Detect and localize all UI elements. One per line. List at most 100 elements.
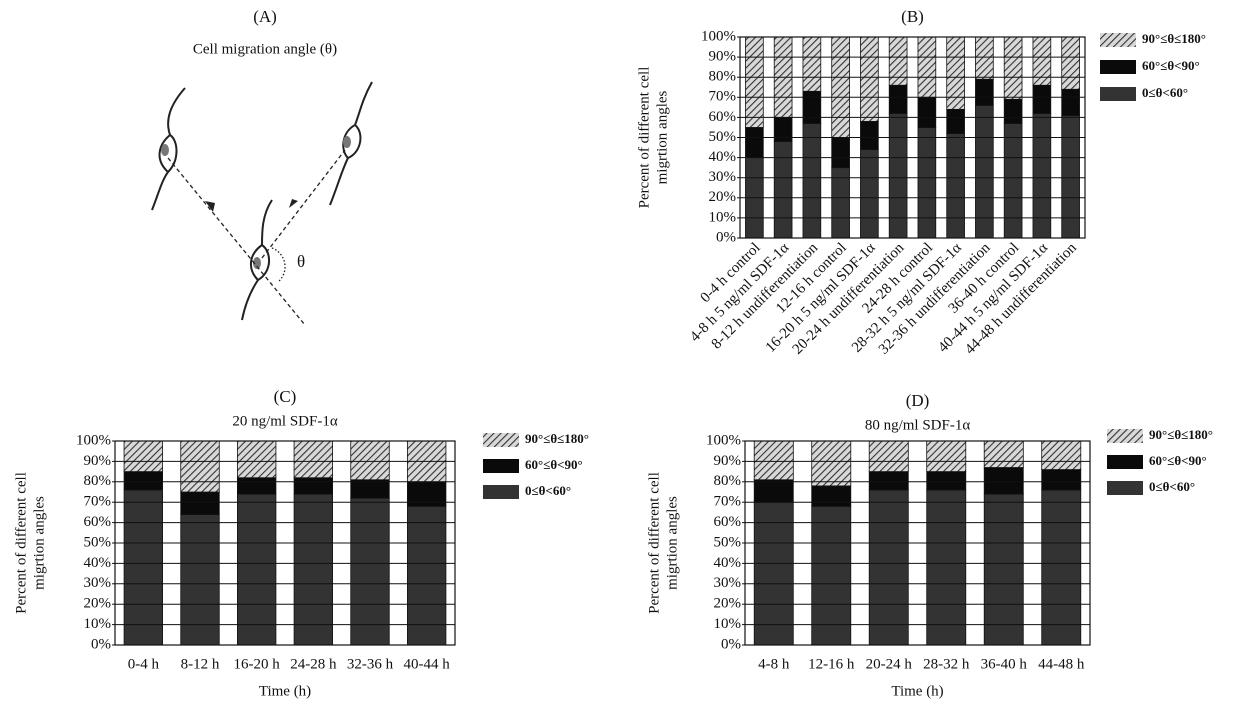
bar-segment — [803, 91, 821, 123]
bar-segment — [1042, 441, 1081, 470]
bar-segment — [860, 37, 878, 121]
y-tick-label: 100% — [76, 432, 111, 448]
y-tick-label: 0% — [91, 636, 111, 652]
nucleus — [343, 136, 351, 148]
cell-1-body — [168, 135, 177, 172]
y-tick-label: 20% — [714, 596, 742, 612]
y-tick-label: 100% — [701, 28, 736, 44]
bar-segment — [832, 138, 850, 168]
x-axis-label: Time (h) — [891, 683, 943, 699]
y-axis-label: migrtion angles — [31, 496, 47, 590]
cells — [152, 82, 372, 320]
legend-label: 60°≤θ<90° — [1142, 58, 1200, 73]
panel-a: (A) Cell migration angle (θ) θ — [152, 7, 372, 325]
legend-label: 90°≤θ≤180° — [1142, 31, 1206, 46]
legend-label: 60°≤θ<90° — [1149, 453, 1207, 468]
x-tick-label: 24-28 h — [290, 656, 337, 672]
bar-segment — [124, 441, 163, 472]
bar-segment — [1062, 89, 1080, 115]
x-tick-label: 32-36 h — [347, 656, 394, 672]
y-tick-label: 100% — [706, 432, 741, 448]
bar-segment — [1004, 123, 1022, 238]
y-axis-label: migrtion angles — [654, 90, 670, 184]
bar-segment — [294, 494, 333, 645]
bar-segment — [927, 490, 966, 645]
bar-segment — [975, 37, 993, 79]
bar-segment — [889, 113, 907, 238]
bar-segment — [869, 441, 908, 472]
chart-subtitle: 80 ng/ml SDF-1α — [865, 417, 971, 433]
bar-segment — [745, 37, 763, 127]
bar-segment — [294, 478, 333, 494]
y-tick-label: 60% — [84, 514, 112, 530]
bar-segment — [889, 37, 907, 85]
bar-segment — [984, 441, 1023, 468]
x-tick-label: 20-24 h — [866, 656, 913, 672]
x-axis-label: Time (h) — [259, 683, 311, 699]
nucleus — [161, 144, 169, 156]
y-tick-label: 10% — [709, 209, 737, 225]
x-tick-label: 4-8 h — [758, 656, 790, 672]
bar-segment — [812, 441, 851, 486]
legend-label: 0≤θ<60° — [525, 483, 571, 498]
path-line — [168, 158, 305, 325]
arrow — [289, 199, 298, 208]
y-tick-label: 60% — [709, 109, 737, 125]
legend-label: 60°≤θ<90° — [525, 457, 583, 472]
legend-swatch — [483, 459, 519, 473]
y-axis-label: Percent of different cell — [646, 472, 662, 614]
y-tick-label: 40% — [84, 555, 112, 571]
bar-segment — [774, 142, 792, 238]
bar-segment — [351, 441, 390, 480]
y-tick-label: 90% — [84, 453, 112, 469]
bar-segment — [860, 121, 878, 149]
x-tick-label: 36-40 h — [981, 656, 1028, 672]
bar-segment — [947, 133, 965, 238]
y-tick-label: 80% — [709, 69, 737, 85]
paths — [168, 150, 345, 325]
figure: (A) Cell migration angle (θ) θ (B)Percen… — [0, 0, 1242, 705]
legend-swatch — [1100, 60, 1136, 74]
legend-swatch — [1107, 429, 1143, 443]
legend-label: 90°≤θ≤180° — [1149, 427, 1213, 442]
y-tick-label: 50% — [84, 534, 112, 550]
chart-subtitle: 20 ng/ml SDF-1α — [232, 413, 338, 429]
y-tick-label: 30% — [84, 575, 112, 591]
y-tick-label: 10% — [714, 616, 742, 632]
bar-segment — [1062, 115, 1080, 238]
bar-segment — [975, 79, 993, 105]
bar-segment — [294, 441, 333, 478]
y-tick-label: 20% — [84, 596, 112, 612]
x-tick-label: 40-44 h — [404, 656, 451, 672]
bar-segment — [1042, 470, 1081, 490]
bar-segment — [237, 478, 276, 494]
y-tick-label: 40% — [714, 555, 742, 571]
bar-segment — [860, 150, 878, 238]
bar-segment — [1004, 37, 1022, 99]
bar-segment — [1004, 99, 1022, 123]
y-tick-label: 70% — [714, 494, 742, 510]
y-tick-label: 90% — [709, 49, 737, 65]
bar-segment — [832, 168, 850, 238]
x-tick-label: 16-20 h — [234, 656, 281, 672]
bar-segment — [351, 498, 390, 645]
bar-segment — [812, 486, 851, 506]
y-tick-label: 70% — [709, 89, 737, 105]
bar-segment — [947, 109, 965, 133]
bar-segment — [1062, 37, 1080, 89]
y-tick-label: 10% — [84, 616, 112, 632]
x-tick-label: 8-12 h — [181, 656, 220, 672]
bar-segment — [927, 472, 966, 490]
legend-swatch — [483, 433, 519, 447]
bar-segment — [124, 490, 163, 645]
bar-segment — [237, 441, 276, 478]
bar-segment — [181, 492, 220, 514]
chart-title: (C) — [274, 387, 297, 406]
legend-label: 0≤θ<60° — [1149, 479, 1195, 494]
y-tick-label: 50% — [709, 129, 737, 145]
path-line — [262, 150, 345, 258]
bar-segment — [181, 441, 220, 492]
